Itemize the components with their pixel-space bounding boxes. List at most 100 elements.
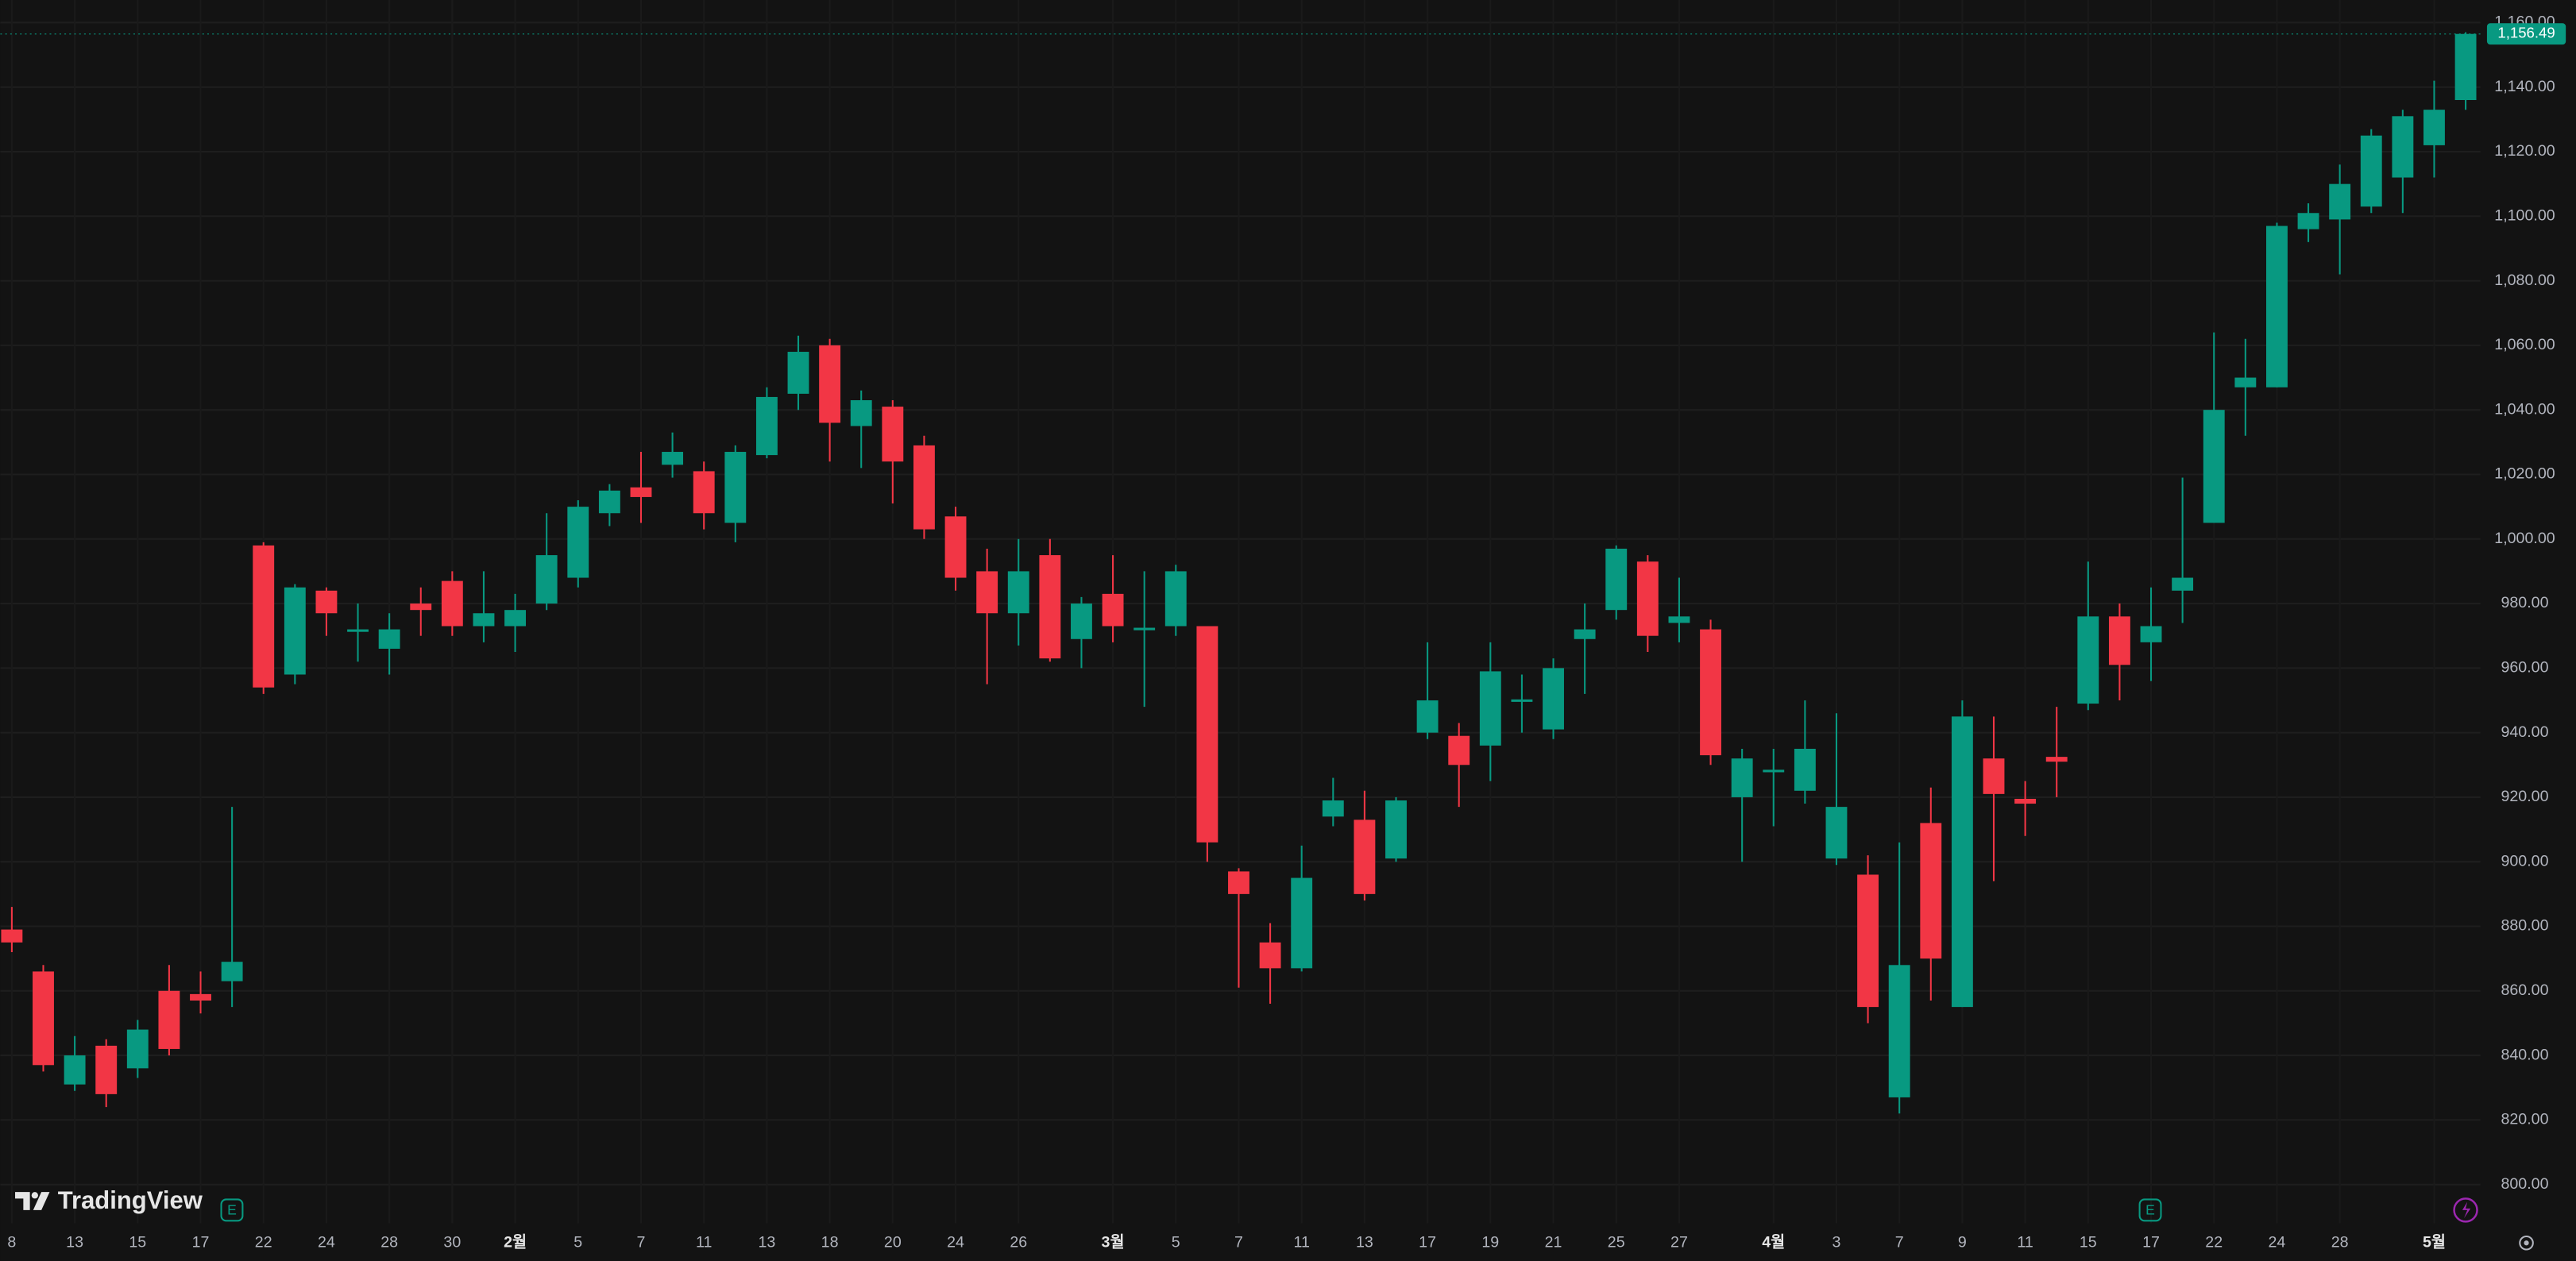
x-tick-label: 13 bbox=[66, 1233, 83, 1251]
candle bbox=[158, 965, 180, 1056]
candle-body bbox=[1228, 871, 1249, 894]
x-tick-label: 15 bbox=[2080, 1233, 2097, 1251]
candle bbox=[2234, 338, 2257, 436]
candle bbox=[1007, 538, 1029, 646]
candle-body bbox=[64, 1055, 86, 1085]
x-tick-label: 26 bbox=[1010, 1233, 1027, 1251]
candle bbox=[630, 452, 652, 523]
x-tick-label: 27 bbox=[1670, 1233, 1688, 1251]
candle bbox=[567, 499, 589, 588]
candle-body bbox=[976, 571, 998, 614]
y-tick-label: 880.00 bbox=[2501, 917, 2548, 935]
y-tick-label: 820.00 bbox=[2501, 1111, 2548, 1128]
candle bbox=[724, 445, 747, 542]
candle-body bbox=[1763, 769, 1785, 773]
candle bbox=[1164, 565, 1187, 636]
logo-text: TradingView bbox=[58, 1186, 203, 1214]
candle bbox=[535, 513, 558, 611]
candle-body bbox=[2172, 577, 2194, 591]
x-tick-label: 17 bbox=[2142, 1233, 2160, 1251]
candle-body bbox=[1007, 571, 1029, 614]
candle bbox=[2329, 164, 2351, 275]
settings-circle bbox=[2519, 1235, 2534, 1251]
candle bbox=[1543, 658, 1564, 739]
candle bbox=[850, 390, 872, 469]
candle bbox=[1731, 748, 1753, 862]
event-marker[interactable]: E bbox=[220, 1198, 244, 1222]
candle bbox=[662, 432, 684, 478]
x-tick-label: 7 bbox=[1234, 1233, 1243, 1251]
last-price-label: 1,156.49 bbox=[2497, 25, 2555, 41]
candle-body bbox=[1416, 700, 1439, 733]
candle-body bbox=[1, 929, 23, 943]
candle bbox=[2454, 32, 2477, 110]
candle-body bbox=[2297, 213, 2319, 229]
candle bbox=[882, 399, 904, 504]
candle bbox=[33, 965, 54, 1072]
y-tick-label: 1,140.00 bbox=[2494, 78, 2555, 95]
candle-body bbox=[1574, 629, 1596, 639]
candle-body bbox=[850, 399, 872, 426]
candle-body bbox=[1039, 555, 1061, 659]
candle bbox=[2108, 604, 2130, 700]
logo[interactable]: TradingView bbox=[15, 1186, 203, 1214]
candle-body bbox=[535, 555, 558, 604]
candle-body bbox=[1354, 819, 1376, 894]
candle bbox=[1479, 642, 1501, 781]
candle bbox=[787, 335, 809, 411]
candle-body bbox=[221, 962, 243, 981]
candle-body bbox=[1448, 735, 1470, 765]
candle bbox=[1857, 855, 1879, 1024]
x-tick-label: 28 bbox=[380, 1233, 398, 1251]
event-marker[interactable]: E bbox=[2138, 1198, 2162, 1222]
event-marker-label: E bbox=[227, 1202, 237, 1218]
candle bbox=[284, 584, 306, 684]
candle bbox=[1385, 796, 1407, 862]
logo-icon bbox=[15, 1192, 50, 1210]
candle-body bbox=[662, 452, 684, 465]
y-tick-label: 1,020.00 bbox=[2494, 465, 2555, 483]
y-tick-label: 940.00 bbox=[2501, 723, 2548, 741]
x-tick-label: 15 bbox=[129, 1233, 146, 1251]
settings-icon[interactable] bbox=[2519, 1235, 2534, 1251]
x-tick-label: 25 bbox=[1608, 1233, 1625, 1251]
candle bbox=[819, 338, 841, 462]
candle-body bbox=[1164, 571, 1187, 627]
candle-body bbox=[755, 396, 778, 456]
x-tick-label: 28 bbox=[2331, 1233, 2349, 1251]
x-tick-label: 30 bbox=[443, 1233, 461, 1251]
y-tick-label: 1,060.00 bbox=[2494, 336, 2555, 353]
candle-body bbox=[693, 471, 715, 514]
candle bbox=[2045, 707, 2068, 797]
logo-dot bbox=[31, 1192, 38, 1199]
y-tick-label: 800.00 bbox=[2501, 1175, 2548, 1193]
x-tick-label: 17 bbox=[1419, 1233, 1436, 1251]
candle bbox=[2360, 129, 2382, 214]
candle bbox=[1636, 555, 1659, 653]
candle-body bbox=[913, 445, 935, 530]
x-tick-label: 2월 bbox=[504, 1233, 527, 1251]
candle bbox=[2392, 110, 2414, 214]
y-tick-label: 920.00 bbox=[2501, 788, 2548, 805]
candle bbox=[913, 435, 935, 539]
y-tick-label: 960.00 bbox=[2501, 659, 2548, 677]
candle bbox=[2014, 781, 2037, 836]
x-tick-label: 24 bbox=[947, 1233, 964, 1251]
candle bbox=[1228, 868, 1249, 988]
candle bbox=[1763, 748, 1785, 827]
y-tick-label: 1,000.00 bbox=[2494, 530, 2555, 547]
candle-body bbox=[1668, 616, 1690, 623]
x-tick-label: 4월 bbox=[1762, 1233, 1785, 1251]
x-tick-label: 11 bbox=[696, 1233, 712, 1251]
x-tick-label: 24 bbox=[318, 1233, 335, 1251]
x-tick-label: 11 bbox=[2017, 1233, 2033, 1251]
candle-body bbox=[882, 407, 904, 462]
candle-body bbox=[1605, 548, 1628, 611]
x-tick-label: 13 bbox=[1356, 1233, 1373, 1251]
candle-body bbox=[1700, 629, 1721, 756]
candle-body bbox=[724, 452, 747, 523]
candle-body bbox=[1857, 874, 1879, 1008]
marker-circle bbox=[2453, 1197, 2478, 1223]
candle bbox=[1291, 845, 1313, 972]
